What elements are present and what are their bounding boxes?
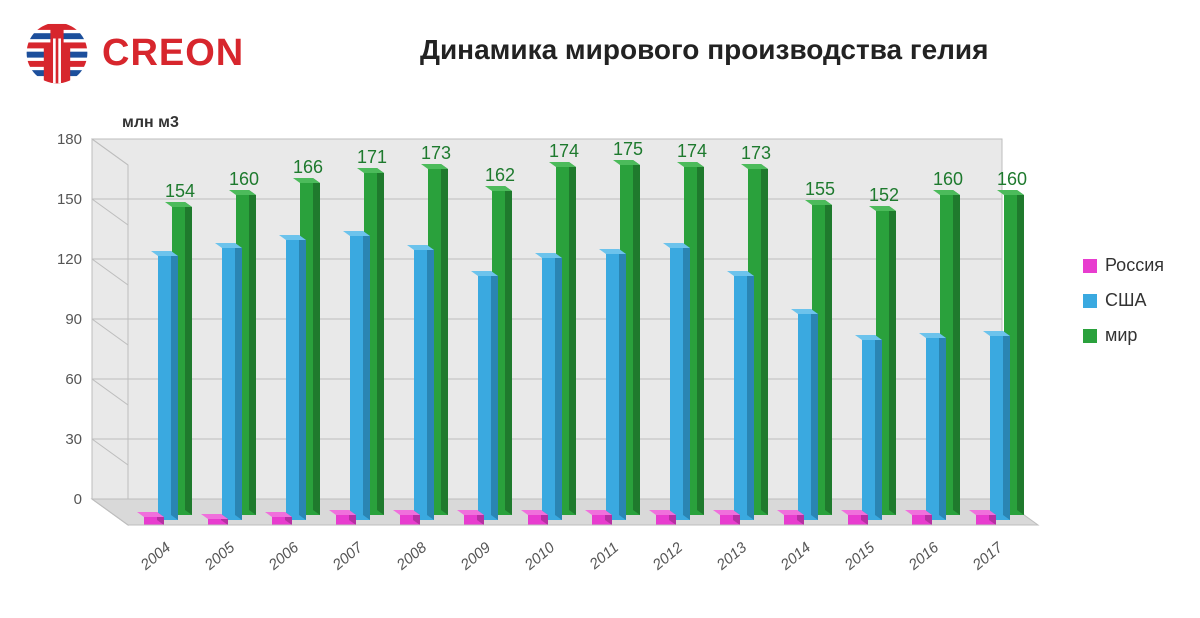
legend-label: Россия bbox=[1105, 255, 1164, 276]
svg-text:171: 171 bbox=[357, 147, 387, 167]
svg-text:155: 155 bbox=[805, 179, 835, 199]
svg-text:2013: 2013 bbox=[713, 539, 751, 575]
svg-text:90: 90 bbox=[65, 311, 82, 328]
header: CREON Динамика мирового производства гел… bbox=[0, 14, 1200, 84]
svg-text:160: 160 bbox=[933, 169, 963, 189]
helium-production-chart: 0 30 60 90 120 150 180 млн м3 2004 2005 2006 2007 20… bbox=[30, 95, 1180, 605]
svg-text:166: 166 bbox=[293, 157, 323, 177]
svg-text:152: 152 bbox=[869, 185, 899, 205]
svg-text:162: 162 bbox=[485, 165, 515, 185]
svg-text:2017: 2017 bbox=[969, 539, 1007, 575]
legend-swatch bbox=[1083, 259, 1097, 273]
svg-text:175: 175 bbox=[613, 139, 643, 159]
svg-text:30: 30 bbox=[65, 431, 82, 448]
svg-text:2010: 2010 bbox=[521, 539, 559, 575]
svg-text:2015: 2015 bbox=[841, 539, 879, 575]
svg-text:2004: 2004 bbox=[137, 539, 174, 574]
legend-item: мир bbox=[1083, 325, 1164, 346]
svg-text:180: 180 bbox=[57, 131, 82, 148]
svg-text:2005: 2005 bbox=[201, 539, 239, 575]
svg-text:2012: 2012 bbox=[649, 539, 687, 575]
legend-label: мир bbox=[1105, 325, 1137, 346]
page-title: Динамика мирового производства гелия bbox=[420, 34, 988, 66]
svg-text:120: 120 bbox=[57, 251, 82, 268]
svg-text:150: 150 bbox=[57, 191, 82, 208]
svg-text:154: 154 bbox=[165, 181, 195, 201]
legend-swatch bbox=[1083, 329, 1097, 343]
svg-text:0: 0 bbox=[74, 491, 82, 508]
svg-text:174: 174 bbox=[549, 141, 579, 161]
legend-swatch bbox=[1083, 294, 1097, 308]
chart-legend: Россия США мир bbox=[1083, 255, 1164, 360]
svg-text:160: 160 bbox=[229, 169, 259, 189]
svg-text:2016: 2016 bbox=[905, 539, 943, 575]
legend-item: США bbox=[1083, 290, 1164, 311]
svg-text:2009: 2009 bbox=[457, 539, 495, 575]
svg-text:2014: 2014 bbox=[777, 539, 814, 574]
svg-text:млн м3: млн м3 bbox=[122, 114, 179, 131]
svg-text:2008: 2008 bbox=[393, 539, 431, 575]
legend-label: США bbox=[1105, 290, 1147, 311]
brand-name: CREON bbox=[102, 32, 244, 75]
svg-text:174: 174 bbox=[677, 141, 707, 161]
svg-text:2011: 2011 bbox=[586, 539, 622, 573]
svg-text:160: 160 bbox=[997, 169, 1027, 189]
svg-text:173: 173 bbox=[741, 143, 771, 163]
svg-text:60: 60 bbox=[65, 371, 82, 388]
brand-logo: CREON bbox=[24, 20, 244, 86]
creon-globe-icon bbox=[24, 20, 90, 86]
legend-item: Россия bbox=[1083, 255, 1164, 276]
svg-text:2007: 2007 bbox=[329, 539, 367, 575]
svg-text:173: 173 bbox=[421, 143, 451, 163]
svg-text:2006: 2006 bbox=[265, 539, 303, 575]
